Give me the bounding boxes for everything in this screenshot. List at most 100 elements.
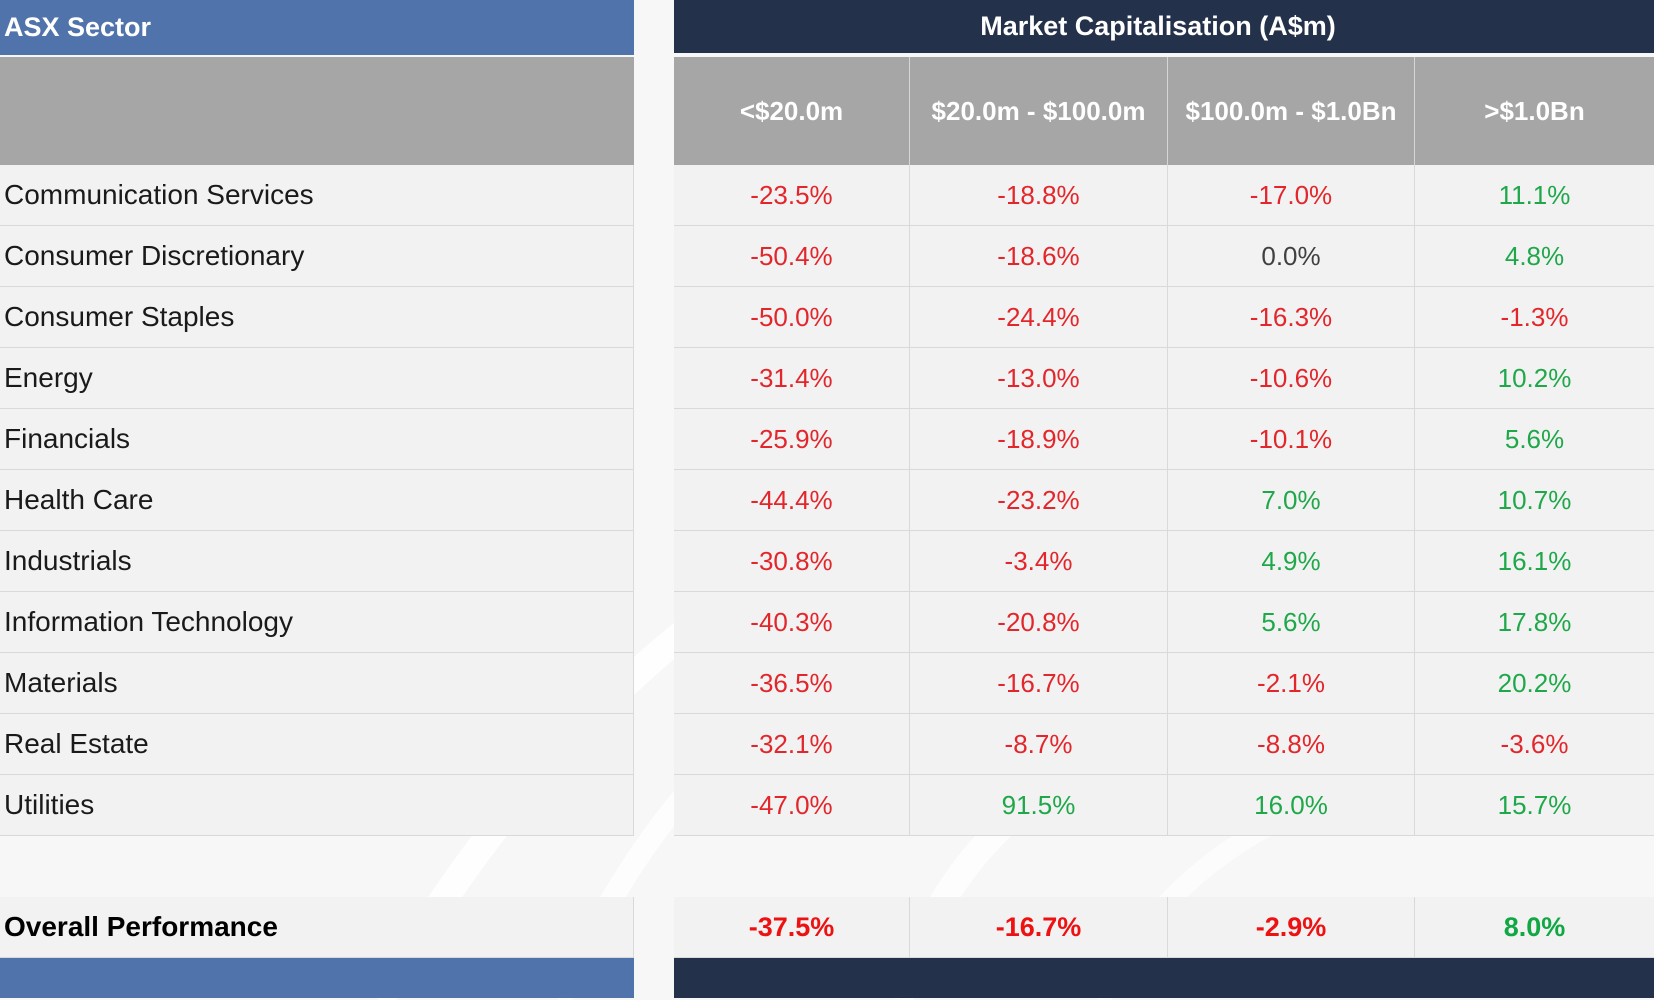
- performance-value: -10.1%: [1249, 423, 1333, 454]
- performance-value: 11.1%: [1498, 179, 1571, 210]
- value-cell: 4.8%: [1415, 226, 1654, 286]
- value-cell: -18.9%: [910, 409, 1168, 469]
- performance-value: -18.8%: [997, 179, 1080, 210]
- table-row: -36.5% -16.7% -2.1% 20.2%: [674, 653, 1654, 714]
- performance-value: -23.5%: [750, 179, 833, 210]
- table-row: -40.3% -20.8% 5.6% 17.8%: [674, 592, 1654, 653]
- sector-row: Communication Services: [0, 165, 634, 226]
- sector-subheader: [0, 55, 634, 165]
- performance-value: 5.6%: [1261, 606, 1321, 637]
- sector-name: Information Technology: [4, 606, 293, 637]
- value-cell: -3.6%: [1415, 714, 1654, 774]
- performance-value: 7.0%: [1261, 484, 1321, 515]
- performance-value: 4.9%: [1261, 545, 1321, 576]
- sector-name: Financials: [4, 423, 131, 454]
- performance-value: -3.6%: [1500, 728, 1569, 759]
- overall-value: -37.5%: [748, 911, 835, 942]
- column-header-over-1bn: >$1.0Bn: [1484, 95, 1585, 126]
- performance-value: -24.4%: [997, 301, 1080, 332]
- sector-footer-bar: [0, 958, 634, 998]
- table-row: -50.4% -18.6% 0.0% 4.8%: [674, 226, 1654, 287]
- overall-value: -2.9%: [1255, 911, 1327, 942]
- sector-name: Consumer Discretionary: [4, 240, 305, 271]
- performance-value: 10.7%: [1497, 484, 1572, 515]
- column-header-20m-100m: $20.0m - $100.0m: [910, 57, 1168, 165]
- value-cell: -23.2%: [910, 470, 1168, 530]
- performance-value: -18.6%: [997, 240, 1080, 271]
- overall-value-cell: -2.9%: [1168, 897, 1415, 957]
- performance-value: -17.0%: [1249, 179, 1333, 210]
- column-header-row: <$20.0m $20.0m - $100.0m $100.0m - $1.0B…: [674, 55, 1654, 165]
- sector-name: Utilities: [4, 789, 95, 820]
- value-cell: 10.2%: [1415, 348, 1654, 408]
- sector-row: Health Care: [0, 470, 634, 531]
- performance-value: 5.6%: [1504, 423, 1565, 454]
- spacer: [0, 836, 634, 897]
- performance-value: -40.3%: [750, 606, 833, 637]
- overall-value-cell: -16.7%: [910, 897, 1168, 957]
- sector-row: Financials: [0, 409, 634, 470]
- value-cell: -2.1%: [1168, 653, 1415, 713]
- sector-row: Real Estate: [0, 714, 634, 775]
- value-cell: -50.0%: [674, 287, 910, 347]
- sector-header: ASX Sector: [0, 0, 634, 55]
- sector-row: Information Technology: [0, 592, 634, 653]
- performance-value: -50.4%: [750, 240, 833, 271]
- table-row: -25.9% -18.9% -10.1% 5.6%: [674, 409, 1654, 470]
- column-header-100m-1bn: $100.0m - $1.0Bn: [1168, 57, 1415, 165]
- value-cell: -47.0%: [674, 775, 910, 835]
- value-cell: -16.7%: [910, 653, 1168, 713]
- value-cell: -40.3%: [674, 592, 910, 652]
- performance-value: -20.8%: [997, 606, 1080, 637]
- value-cell: -8.7%: [910, 714, 1168, 774]
- sector-header-label: ASX Sector: [4, 12, 152, 42]
- value-cell: -18.8%: [910, 165, 1168, 225]
- performance-value: -50.0%: [750, 301, 833, 332]
- overall-value: -16.7%: [995, 911, 1082, 942]
- market-cap-footer-bar: [674, 958, 1654, 998]
- performance-value: -30.8%: [750, 545, 833, 576]
- value-cell: -31.4%: [674, 348, 910, 408]
- value-table-body: -23.5% -18.8% -17.0% 11.1% -50.4% -18.6% 0.0% 4…: [674, 165, 1654, 836]
- sector-name: Real Estate: [4, 728, 149, 759]
- value-cell: -13.0%: [910, 348, 1168, 408]
- market-cap-header-label: Market Capitalisation (A$m): [980, 11, 1336, 41]
- value-cell: -24.4%: [910, 287, 1168, 347]
- market-cap-panel: Market Capitalisation (A$m) <$20.0m $20.…: [674, 0, 1654, 1000]
- overall-performance-row: Overall Performance: [0, 897, 634, 958]
- value-cell: 17.8%: [1415, 592, 1654, 652]
- table-row: -50.0% -24.4% -16.3% -1.3%: [674, 287, 1654, 348]
- sector-name: Health Care: [4, 484, 154, 515]
- overall-performance-label: Overall Performance: [4, 911, 278, 942]
- table-row: -23.5% -18.8% -17.0% 11.1%: [674, 165, 1654, 226]
- value-cell: -10.1%: [1168, 409, 1415, 469]
- sector-row: Materials: [0, 653, 634, 714]
- value-cell: 16.0%: [1168, 775, 1415, 835]
- performance-value: -16.7%: [997, 667, 1080, 698]
- value-cell: 5.6%: [1415, 409, 1654, 469]
- value-cell: -32.1%: [674, 714, 910, 774]
- sector-panel: ASX Sector Communication Services Consume…: [0, 0, 634, 1000]
- value-cell: -23.5%: [674, 165, 910, 225]
- value-cell: -25.9%: [674, 409, 910, 469]
- value-cell: 0.0%: [1168, 226, 1415, 286]
- performance-value: -36.5%: [750, 667, 833, 698]
- overall-value-cell: -37.5%: [674, 897, 910, 957]
- performance-value: -13.0%: [997, 362, 1080, 393]
- value-cell: 15.7%: [1415, 775, 1654, 835]
- value-cell: -10.6%: [1168, 348, 1415, 408]
- table-row: -32.1% -8.7% -8.8% -3.6%: [674, 714, 1654, 775]
- performance-value: -2.1%: [1257, 667, 1325, 698]
- value-cell: 4.9%: [1168, 531, 1415, 591]
- overall-values-row: -37.5% -16.7% -2.9% 8.0%: [674, 897, 1654, 958]
- value-cell: -18.6%: [910, 226, 1168, 286]
- value-cell: -50.4%: [674, 226, 910, 286]
- value-cell: 10.7%: [1415, 470, 1654, 530]
- sector-name: Industrials: [4, 545, 132, 576]
- sector-name: Consumer Staples: [4, 301, 235, 332]
- value-cell: -20.8%: [910, 592, 1168, 652]
- performance-value: -25.9%: [750, 423, 833, 454]
- value-cell: -1.3%: [1415, 287, 1654, 347]
- sector-row: Consumer Discretionary: [0, 226, 634, 287]
- value-cell: -30.8%: [674, 531, 910, 591]
